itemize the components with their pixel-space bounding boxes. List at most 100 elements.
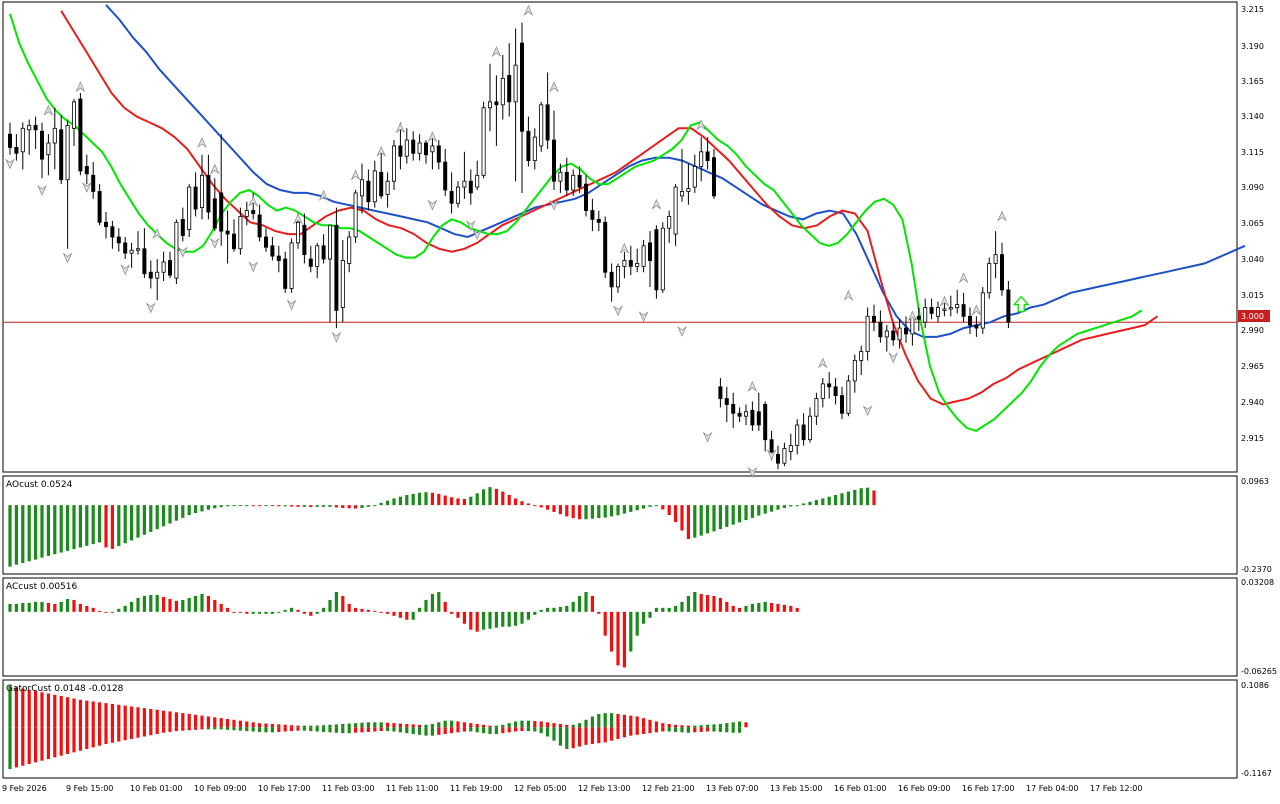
bear-candle [628, 260, 633, 267]
bear-candle [590, 210, 595, 220]
gator-upper-bar [610, 713, 614, 728]
ac-bar [360, 608, 364, 612]
gator-upper-bar [91, 701, 95, 728]
fractal-up-arrow [43, 104, 54, 116]
ac-bar [699, 593, 703, 612]
ao-bar [699, 505, 703, 536]
gator-lower-bar [507, 727, 511, 733]
bull-candle [936, 307, 941, 317]
ao-bar [821, 498, 825, 506]
bull-candle [558, 171, 563, 182]
gator-lower-bar [8, 727, 12, 770]
time-tick: 12 Feb 21:00 [642, 784, 694, 793]
gator-lower-bar [526, 727, 530, 732]
ao-bar [590, 505, 594, 519]
bull-candle [199, 174, 204, 209]
ac-bar [725, 601, 729, 612]
ao-bar [8, 505, 12, 567]
gator-lower-bar [40, 727, 44, 761]
gator-lower-bar [386, 727, 390, 732]
ao-bar [130, 505, 134, 541]
gator-upper-bar [488, 725, 492, 728]
fractal-up-arrow [209, 163, 220, 175]
ao-bar [834, 495, 838, 506]
ac-bar [565, 605, 569, 612]
price-tick: 3.065 [1241, 219, 1264, 228]
ac-bar [763, 601, 767, 612]
signal-arrow-icon [1012, 295, 1030, 313]
time-tick: 12 Feb 05:00 [514, 784, 566, 793]
gator-panel [8, 685, 748, 770]
gator-upper-bar [226, 718, 230, 728]
fractal-down-arrow [638, 311, 649, 323]
ac-bar [488, 611, 492, 629]
time-tick: 17 Feb 12:00 [1090, 784, 1142, 793]
ao-bar [802, 503, 806, 506]
time-tick: 11 Feb 03:00 [322, 784, 374, 793]
bear-candle [308, 258, 313, 267]
fractal-up-arrow [293, 213, 303, 225]
time-tick: 16 Feb 17:00 [962, 784, 1014, 793]
fractal-up-arrow [248, 195, 259, 207]
ac-bar [418, 607, 422, 612]
ac-bar [91, 607, 95, 612]
time-tick: 10 Feb 01:00 [130, 784, 182, 793]
ao-bar [315, 505, 319, 507]
fractal-up-arrow [747, 380, 758, 392]
gator-lower-bar [686, 727, 690, 733]
ac-panel-frame [2, 577, 1238, 677]
gator-lower-bar [706, 727, 710, 732]
gator-lower-bar [597, 727, 601, 744]
current-price-tag [1238, 310, 1270, 322]
bull-candle [340, 260, 345, 308]
ac-bar [85, 605, 89, 612]
bull-candle [455, 186, 460, 204]
ao-bar [840, 493, 844, 506]
bear-candle [737, 412, 742, 417]
gator-lower-bar [149, 727, 153, 736]
ac-bar [469, 611, 473, 630]
bull-candle [500, 77, 505, 106]
ac-bar [130, 601, 134, 612]
fractal-down-arrow [862, 405, 873, 417]
ao-bar [514, 498, 518, 506]
gator-upper-bar [533, 721, 537, 728]
bear-candle [33, 124, 38, 131]
gator-lower-bar [53, 727, 57, 758]
gator-upper-bar [718, 723, 722, 728]
gator-tick-max: 0.1086 [1241, 681, 1269, 690]
bear-candle [276, 255, 281, 261]
ac-bar [424, 599, 428, 612]
ao-bar [648, 505, 652, 507]
gator-lower-bar [366, 727, 370, 732]
gator-upper-bar [635, 716, 639, 728]
gator-lower-bar [283, 727, 287, 732]
gator-lower-bar [661, 727, 665, 732]
gator-lower-bar [680, 727, 684, 733]
fractal-up-arrow [997, 210, 1007, 222]
gator-lower-bar [238, 727, 242, 731]
ac-bar [334, 591, 338, 612]
ao-bar [91, 505, 95, 545]
gator-upper-bar [155, 709, 159, 728]
gator-lower-bar [584, 727, 588, 745]
ac-bar [526, 611, 530, 620]
bull-candle [680, 191, 685, 197]
gator-upper-bar [174, 712, 178, 728]
gator-lower-bar [450, 727, 454, 734]
ao-bar [629, 505, 633, 512]
gator-lower-bar [501, 727, 505, 734]
gator-lower-bar [34, 727, 38, 763]
ao-bar [398, 496, 402, 506]
time-tick: 9 Feb 15:00 [66, 784, 113, 793]
ao-bar [750, 505, 754, 518]
gator-upper-bar [450, 720, 454, 728]
bear-candle [596, 218, 601, 223]
ac-bar [226, 607, 230, 612]
gator-upper-bar [341, 723, 345, 728]
bull-candle [814, 398, 819, 417]
gator-upper-bar [648, 719, 652, 728]
gator-upper-bar [296, 725, 300, 728]
bear-candle [904, 327, 909, 335]
ac-bar [366, 609, 370, 612]
